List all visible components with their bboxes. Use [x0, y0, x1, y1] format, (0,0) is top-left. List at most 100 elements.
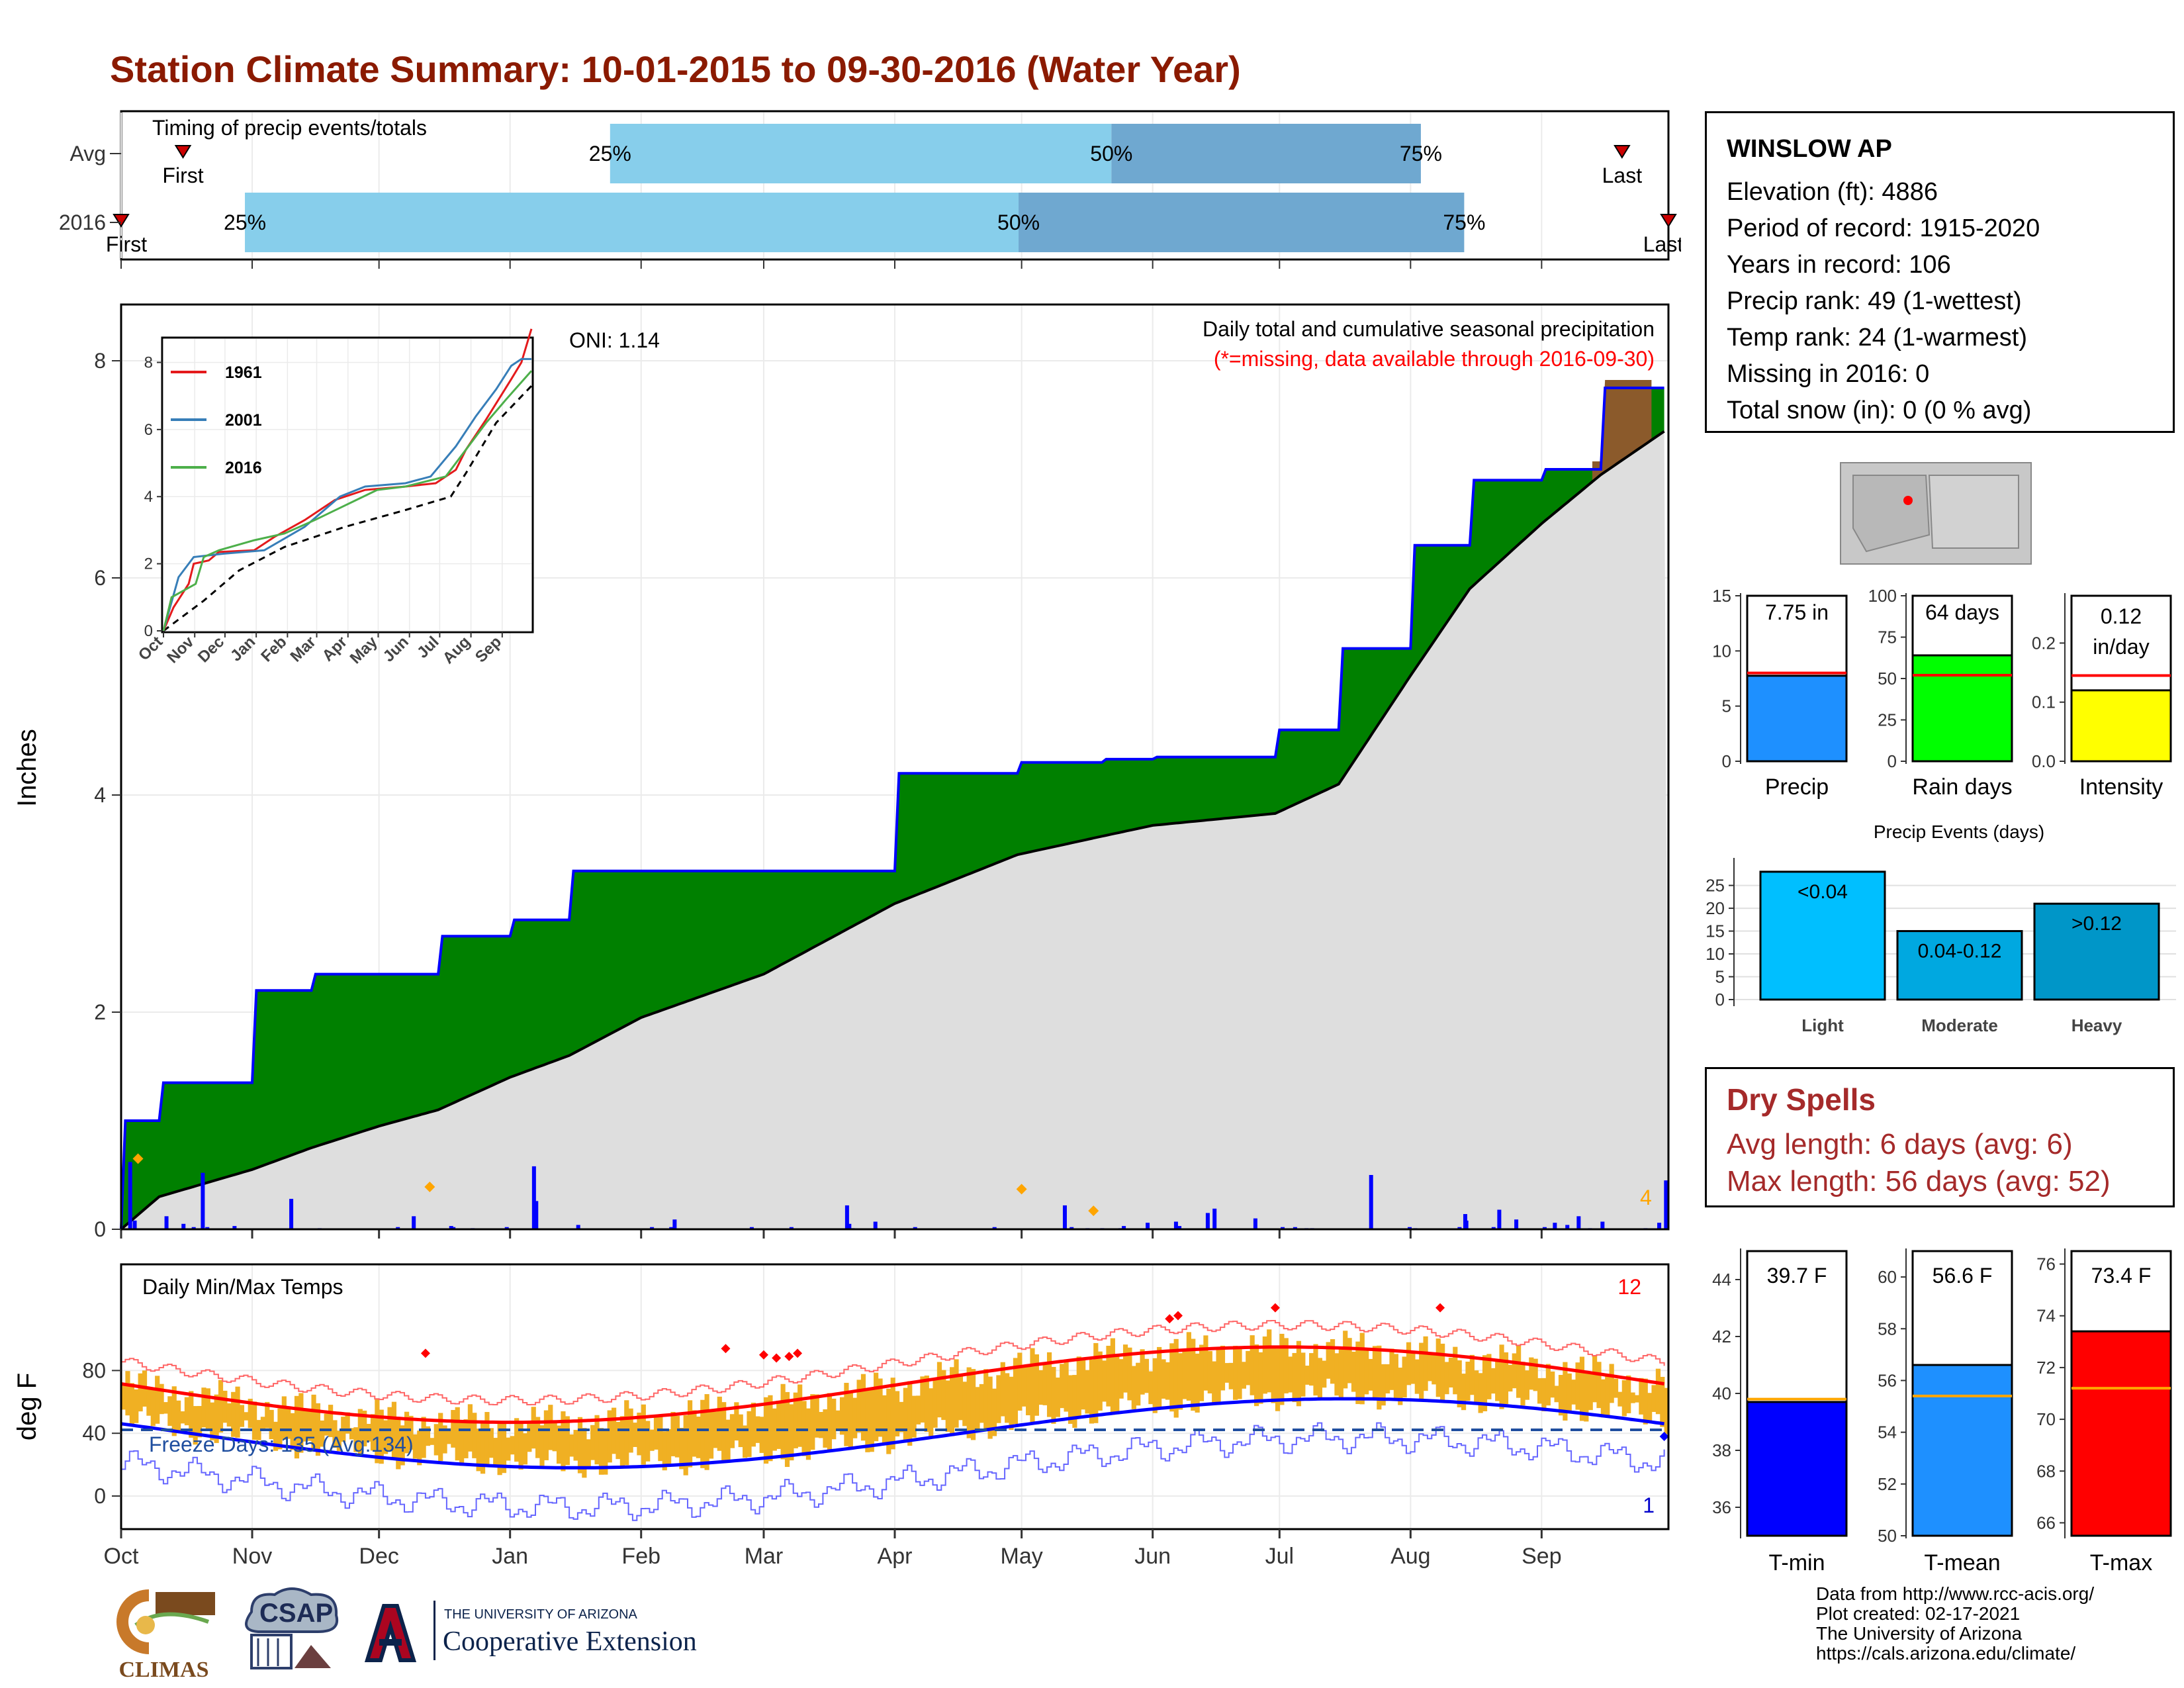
- daily-temp-range-bar: [201, 1387, 206, 1428]
- daily-temp-range-bar: [171, 1386, 177, 1436]
- daily-temp-range-bar: [1343, 1331, 1348, 1389]
- inset-legend-label: 2016: [225, 459, 262, 477]
- daily-temp-range-bar: [1402, 1356, 1407, 1398]
- daily-temp-range-bar: [1347, 1338, 1352, 1383]
- daily-precip-bar: [132, 1220, 137, 1229]
- daily-precip-bar: [1576, 1216, 1581, 1229]
- temp-y-tick: 80: [82, 1358, 106, 1382]
- daily-temp-range-bar: [561, 1411, 566, 1472]
- daily-precip-bar: [913, 1227, 917, 1229]
- precip-panel: 0 2 4 6 8 Inches ONI: 1.14 Daily total and c…: [13, 303, 1670, 1241]
- daily-temp-range-bar: [1212, 1361, 1217, 1403]
- ua-logo-small-text: THE UNIVERSITY OF ARIZONA: [444, 1607, 637, 1622]
- daily-temp-range-bar: [248, 1399, 253, 1429]
- daily-precip-bar: [1491, 1227, 1496, 1229]
- daily-temp-range-bar: [1085, 1370, 1090, 1414]
- precip-y-label: Inches: [13, 729, 42, 807]
- daily-precip-bar: [749, 1227, 754, 1229]
- inset-y-tick: 2: [144, 555, 153, 573]
- csap-logo: CSAP: [232, 1585, 351, 1685]
- daily-temp-range-bar: [1621, 1380, 1627, 1417]
- daily-temp-range-bar: [717, 1396, 722, 1451]
- daily-temp-range-bar: [1118, 1359, 1124, 1399]
- daily-temp-range-bar: [1237, 1348, 1242, 1399]
- temp-summary-value-label: 39.7 F: [1767, 1264, 1827, 1288]
- precip-event-bar: [1896, 930, 2023, 1001]
- inset-y-tick: 0: [144, 622, 153, 640]
- temp-summary-y-tick: 68: [2036, 1461, 2056, 1481]
- daily-temp-range-bar: [1055, 1378, 1060, 1417]
- daily-temp-range-bar: [1389, 1348, 1394, 1390]
- daily-temp-range-bar: [1486, 1354, 1492, 1399]
- daily-temp-range-bar: [929, 1388, 934, 1437]
- temp-summary-value-label: 73.4 F: [2091, 1264, 2152, 1288]
- above-average-area: [121, 388, 1664, 1229]
- temp-summary-bar: [1746, 1401, 1848, 1537]
- daily-temp-range-bar: [252, 1401, 257, 1440]
- daily-temp-range-bar: [163, 1402, 169, 1414]
- daily-temp-range-bar: [708, 1410, 714, 1459]
- daily-temp-range-bar: [472, 1413, 477, 1458]
- daily-temp-range-bar: [222, 1390, 228, 1423]
- timing-50-label: 50%: [997, 211, 1040, 234]
- record-temp-marker: [1435, 1303, 1445, 1313]
- daily-temp-range-bar: [577, 1417, 583, 1474]
- daily-temp-range-bar: [349, 1428, 355, 1440]
- precip-event-bar-label: 0.04-0.12: [1918, 941, 2002, 962]
- month-axis-label: May: [1001, 1544, 1043, 1569]
- daily-temp-range-bar: [700, 1399, 705, 1468]
- dry-spells-box: Dry Spells Avg length: 6 days (avg: 6) M…: [1705, 1067, 2175, 1207]
- precip-y-tick: 0: [94, 1217, 106, 1241]
- precip-event-category: Moderate: [1921, 1015, 1998, 1035]
- daily-temp-range-bar: [1512, 1353, 1517, 1389]
- daily-temp-range-bar: [146, 1388, 152, 1416]
- daily-temp-range-bar: [336, 1430, 341, 1452]
- daily-temp-range-bar: [298, 1393, 304, 1453]
- daily-precip-bar: [1464, 1220, 1469, 1229]
- month-axis-label: Jan: [492, 1544, 528, 1569]
- month-axis-label: Nov: [232, 1544, 272, 1569]
- daily-temp-range-bar: [983, 1369, 989, 1430]
- daily-temp-range-bar: [1482, 1355, 1488, 1411]
- daily-temp-range-bar: [1596, 1362, 1602, 1409]
- daily-temp-range-bar: [603, 1429, 608, 1475]
- daily-temp-range-bar: [874, 1372, 879, 1442]
- daily-temp-range-bar: [776, 1400, 782, 1449]
- daily-temp-range-bar: [433, 1424, 439, 1456]
- temp-summary-y-tick: 44: [1712, 1270, 1731, 1289]
- daily-temp-range-bar: [895, 1391, 900, 1436]
- daily-temp-range-bar: [1207, 1351, 1212, 1394]
- temp-panel: 0 40 80 Oct Nov Dec Jan Feb Mar Apr May Jun Jul Aug S…: [13, 1263, 1670, 1569]
- daily-temp-range-bar: [1009, 1376, 1014, 1430]
- daily-temp-range-bar: [1177, 1353, 1183, 1410]
- daily-temp-range-bar: [383, 1420, 388, 1454]
- daily-temp-range-bar: [506, 1437, 511, 1461]
- daily-temp-range-bar: [320, 1420, 325, 1447]
- temp-summary-y-tick: 76: [2036, 1254, 2056, 1274]
- daily-temp-range-bar: [412, 1434, 418, 1459]
- daily-temp-range-bar: [332, 1420, 338, 1448]
- daily-precip-bar: [1146, 1223, 1150, 1229]
- month-axis-label: Feb: [621, 1544, 660, 1569]
- daily-temp-range-bar: [1169, 1343, 1175, 1412]
- daily-temp-range-bar: [1182, 1348, 1187, 1399]
- record-temp-marker: [793, 1348, 803, 1358]
- daily-temp-range-bar: [658, 1414, 663, 1462]
- timing-row-2016-label: 2016: [59, 211, 106, 234]
- daily-temp-range-bar: [772, 1408, 777, 1451]
- daily-temp-range-bar: [844, 1383, 849, 1446]
- station-snow: Total snow (in): 0 (0 % avg): [1727, 397, 2032, 424]
- daily-temp-range-bar: [480, 1420, 486, 1474]
- daily-temp-range-bar: [1465, 1362, 1471, 1401]
- temp-summary-y-tick: 50: [1878, 1526, 1897, 1546]
- daily-temp-range-bar: [1279, 1333, 1285, 1405]
- daily-temp-range-bar: [1575, 1362, 1580, 1410]
- daily-temp-range-bar: [590, 1425, 596, 1460]
- daily-precip-bar: [164, 1216, 169, 1229]
- daily-temp-range-bar: [1660, 1376, 1665, 1427]
- precip-y-tick: 2: [94, 1000, 106, 1024]
- daily-temp-range-bar: [1122, 1344, 1128, 1393]
- daily-temp-range-bar: [666, 1429, 672, 1466]
- timing-bar-upper-half: [1019, 193, 1465, 252]
- daily-temp-range-bar: [1131, 1366, 1136, 1409]
